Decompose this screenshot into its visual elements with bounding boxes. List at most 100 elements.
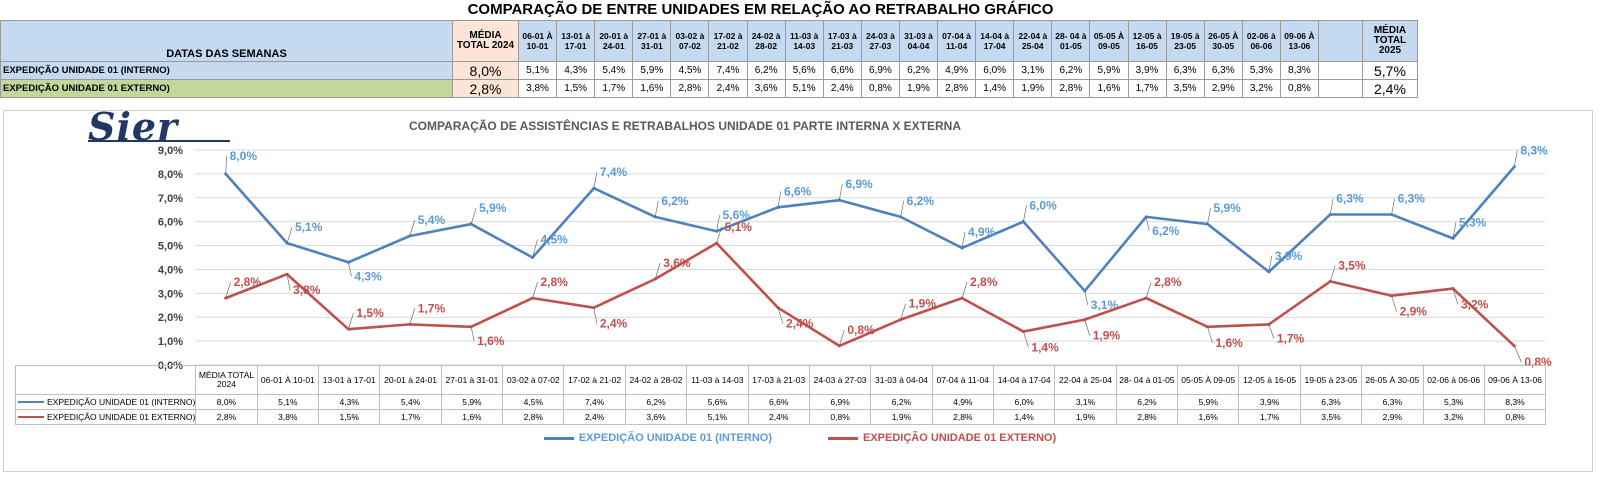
week-header: 22-04 à 25-04 [1013,20,1053,62]
category-label: 27-01 à 31-01 [440,365,504,395]
data-label: 6,3% [1398,192,1426,206]
series-value: 5,1% [256,394,320,410]
leader-line [1452,222,1457,239]
week-value: 1,7% [594,79,634,98]
y-tick-label: 6,0% [158,217,183,229]
chart-data-row: EXPEDIÇÃO UNIDADE 01 EXTERNO) 2,8% 3,8% 1,5… [14,409,1547,425]
category-label: 02-06 à 06-06 [1422,365,1485,395]
series-value: 3,1% [1054,394,1117,410]
data-label: 6,3% [1336,192,1364,206]
category-label: 28- 04 à 01-05 [1115,365,1179,395]
leader-line [1084,290,1089,306]
data-label: 1,7% [418,301,446,315]
week-header: 17-03 à 21-03 [822,20,862,62]
category-label: 19-05 à 23-05 [1299,365,1363,395]
data-label: 3,9% [1275,249,1303,263]
leader-line [470,207,477,225]
leader-line [532,239,538,258]
series-value: 2,4% [747,409,810,425]
data-label: 8,3% [1520,144,1548,158]
series-value: 4,9% [931,394,994,410]
series-value: 6,3% [1361,394,1424,410]
week-header: 31-03 à 04-04 [898,20,939,62]
row-label: EXPEDIÇÃO UNIDADE 01 (INTERNO) [0,61,453,80]
series-value: 2,8% [931,409,994,425]
data-label: 2,8% [970,275,998,289]
data-label: 5,9% [1214,201,1242,215]
leader-line [286,274,291,291]
data-label: 1,9% [1093,329,1121,343]
data-label: 5,6% [723,208,751,222]
series-value: 1,9% [870,409,933,425]
sheet-row: EXPEDIÇÃO UNIDADE 01 EXTERNO) 2,8% 3,8% 1,5… [0,79,1418,98]
data-label: 4,3% [354,269,382,283]
week-value: 2,8% [670,79,710,98]
data-label: 2,8% [541,275,569,289]
week-value: 1,6% [1089,79,1129,98]
series-value: 7,4% [563,394,626,410]
leader-line [1268,324,1275,339]
leader-line [470,326,475,341]
week-value: 1,7% [1127,79,1167,98]
week-header: 24-03 à 27-03 [860,20,900,62]
leader-line [839,184,843,201]
week-header: 02-06 à 06-06 [1241,20,1281,62]
week-header: 14-04 à 17-04 [975,20,1015,62]
data-label: 6,2% [661,194,689,208]
week-header: 07-04 à 11-04 [937,20,977,62]
series-value: 1,5% [318,409,381,425]
row-label: EXPEDIÇÃO UNIDADE 01 EXTERNO) [0,79,453,98]
week-header: 20-01 à 24-01 [594,20,634,62]
data-label: 5,1% [725,220,753,234]
data-label: 6,2% [907,194,935,208]
series-value: 5,6% [686,394,749,410]
avg-2025-value: 2,4% [1361,79,1418,98]
data-label: 5,9% [479,201,507,215]
category-label: 14-04 à 17-04 [992,365,1056,395]
data-label: 5,3% [1459,215,1487,229]
data-label: 6,2% [1152,224,1180,238]
week-header: 12-05 à 16-05 [1127,20,1167,62]
leader-line [1023,205,1027,222]
chart-data-categories: MÉDIA TOTAL 2024 06-01 À 10-01 13-01 à 17-… [14,365,1547,395]
weeks-table: DATAS DAS SEMANAS MÉDIA TOTAL 2024 06-01… [0,20,1418,98]
series-line [224,165,1516,293]
legend-label: EXPEDIÇÃO UNIDADE 01 EXTERNO) [862,432,1057,444]
week-value: 1,4% [975,79,1015,98]
series-value: 5,3% [1422,394,1485,410]
series-value: 4,5% [502,394,565,410]
category-label: 07-04 à 11-04 [931,365,994,395]
y-tick-label: 9,0% [158,145,183,157]
category-label: MÉDIA TOTAL 2024 [195,365,258,395]
week-header: 24-02 à 28-02 [746,20,786,62]
series-value: 6,2% [624,394,688,410]
y-tick-label: 7,0% [158,193,183,205]
leader-line [348,313,354,330]
data-label: 6,9% [845,177,873,191]
leader-line [1207,208,1211,225]
series-line [225,241,1516,348]
series-value: 2,4% [563,409,626,425]
category-label: 31-03 à 04-04 [870,365,933,395]
category-label: 26-05 À 30-05 [1361,365,1424,395]
leader-line [1207,326,1213,343]
weeks-label: DATAS DAS SEMANAS [0,20,453,62]
data-label: 2,8% [234,275,262,289]
leader-line [1329,198,1334,215]
avg-2025-header: MÉDIA TOTAL 2025 [1361,20,1418,62]
data-label: 5,4% [418,213,446,227]
series-value: 2,9% [1361,409,1424,425]
data-label: 3,5% [1338,258,1366,272]
leader-line [777,307,784,324]
series-value: 6,2% [1115,394,1179,410]
category-label: 11-03 à 14-03 [686,365,749,395]
leader-line [716,215,720,232]
avg-2024-value: 8,0% [452,61,519,80]
leader-line [286,227,293,244]
series-value: 3,2% [1422,409,1485,425]
category-label: 13-01 à 17-01 [318,365,381,395]
category-label: 12-05 à 16-05 [1238,365,1301,395]
series-swatch [18,401,44,404]
series-value: 4,3% [318,394,381,410]
chart-title: COMPARAÇÃO DE ASSISTÊNCIAS E RETRABALHOS… [408,119,962,133]
